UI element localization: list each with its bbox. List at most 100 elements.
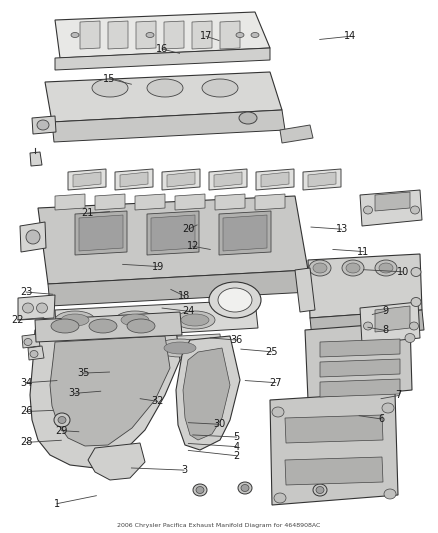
Polygon shape: [164, 21, 184, 49]
Ellipse shape: [241, 484, 249, 491]
Ellipse shape: [61, 314, 89, 326]
Text: 17: 17: [200, 31, 212, 41]
Polygon shape: [219, 211, 271, 255]
Ellipse shape: [364, 322, 372, 330]
Polygon shape: [73, 172, 101, 187]
Ellipse shape: [147, 79, 183, 97]
Ellipse shape: [272, 407, 284, 417]
Polygon shape: [223, 215, 267, 251]
Polygon shape: [140, 334, 222, 362]
Polygon shape: [151, 215, 195, 251]
Polygon shape: [320, 359, 400, 377]
Ellipse shape: [238, 482, 252, 494]
Polygon shape: [308, 254, 422, 318]
Polygon shape: [22, 334, 40, 348]
Text: 6: 6: [378, 414, 384, 424]
Polygon shape: [285, 457, 383, 485]
Ellipse shape: [30, 351, 38, 358]
Text: 29: 29: [55, 426, 67, 435]
Text: 20: 20: [182, 224, 194, 234]
Text: 14: 14: [344, 31, 357, 41]
Text: 13: 13: [336, 224, 348, 234]
Ellipse shape: [37, 120, 49, 130]
Ellipse shape: [164, 342, 196, 354]
Polygon shape: [295, 268, 315, 312]
Polygon shape: [183, 348, 230, 440]
Ellipse shape: [55, 311, 95, 329]
Ellipse shape: [196, 487, 204, 494]
Ellipse shape: [89, 319, 117, 333]
Ellipse shape: [346, 263, 360, 273]
Ellipse shape: [379, 263, 393, 273]
Polygon shape: [360, 190, 422, 226]
Text: 35: 35: [77, 368, 89, 378]
Polygon shape: [375, 192, 410, 211]
Text: 15: 15: [103, 74, 116, 84]
Polygon shape: [256, 169, 294, 190]
Text: 5: 5: [233, 432, 240, 442]
Ellipse shape: [121, 314, 149, 326]
Polygon shape: [162, 169, 200, 190]
Ellipse shape: [146, 33, 154, 37]
Polygon shape: [209, 169, 247, 190]
Text: 9: 9: [382, 306, 389, 316]
Ellipse shape: [251, 33, 259, 37]
Ellipse shape: [24, 338, 32, 345]
Ellipse shape: [51, 319, 79, 333]
Ellipse shape: [411, 268, 421, 277]
Text: 28: 28: [20, 438, 32, 447]
Text: 24: 24: [182, 306, 194, 316]
Ellipse shape: [313, 484, 327, 496]
Ellipse shape: [26, 230, 40, 244]
Polygon shape: [20, 222, 46, 252]
Polygon shape: [167, 172, 195, 187]
Text: 2: 2: [233, 451, 240, 461]
Polygon shape: [55, 300, 258, 340]
Ellipse shape: [54, 413, 70, 427]
Ellipse shape: [313, 263, 327, 273]
Ellipse shape: [202, 79, 238, 97]
Text: 16: 16: [156, 44, 168, 54]
Text: 36: 36: [230, 335, 243, 345]
Polygon shape: [52, 110, 285, 142]
Ellipse shape: [175, 311, 215, 329]
Polygon shape: [55, 194, 85, 210]
Ellipse shape: [71, 33, 79, 37]
Text: 27: 27: [270, 378, 282, 387]
Polygon shape: [192, 21, 212, 49]
Polygon shape: [375, 306, 410, 332]
Polygon shape: [48, 270, 310, 306]
Text: 1: 1: [54, 499, 60, 508]
Polygon shape: [285, 415, 383, 443]
Text: 23: 23: [20, 287, 32, 297]
Polygon shape: [45, 72, 282, 122]
Ellipse shape: [239, 112, 257, 124]
Text: 2006 Chrysler Pacifica Exhaust Manifold Diagram for 4648908AC: 2006 Chrysler Pacifica Exhaust Manifold …: [117, 523, 321, 529]
Ellipse shape: [410, 206, 420, 214]
Text: 4: 4: [233, 442, 240, 451]
Text: 33: 33: [68, 389, 81, 398]
Polygon shape: [261, 172, 289, 187]
Polygon shape: [360, 302, 420, 344]
Polygon shape: [55, 12, 270, 58]
Text: 10: 10: [397, 267, 409, 277]
Text: 11: 11: [357, 247, 370, 256]
Polygon shape: [214, 172, 242, 187]
Ellipse shape: [127, 319, 155, 333]
Polygon shape: [320, 379, 400, 397]
Text: 3: 3: [181, 465, 187, 475]
Text: 34: 34: [20, 378, 32, 387]
Polygon shape: [115, 169, 153, 190]
Ellipse shape: [384, 489, 396, 499]
Ellipse shape: [236, 33, 244, 37]
Polygon shape: [88, 443, 145, 480]
Polygon shape: [28, 346, 44, 360]
Polygon shape: [79, 215, 123, 251]
Polygon shape: [32, 116, 56, 134]
Polygon shape: [95, 194, 125, 210]
Text: 19: 19: [152, 262, 164, 271]
Text: 8: 8: [382, 326, 389, 335]
Polygon shape: [50, 336, 170, 446]
Ellipse shape: [36, 303, 47, 313]
Polygon shape: [136, 21, 156, 49]
